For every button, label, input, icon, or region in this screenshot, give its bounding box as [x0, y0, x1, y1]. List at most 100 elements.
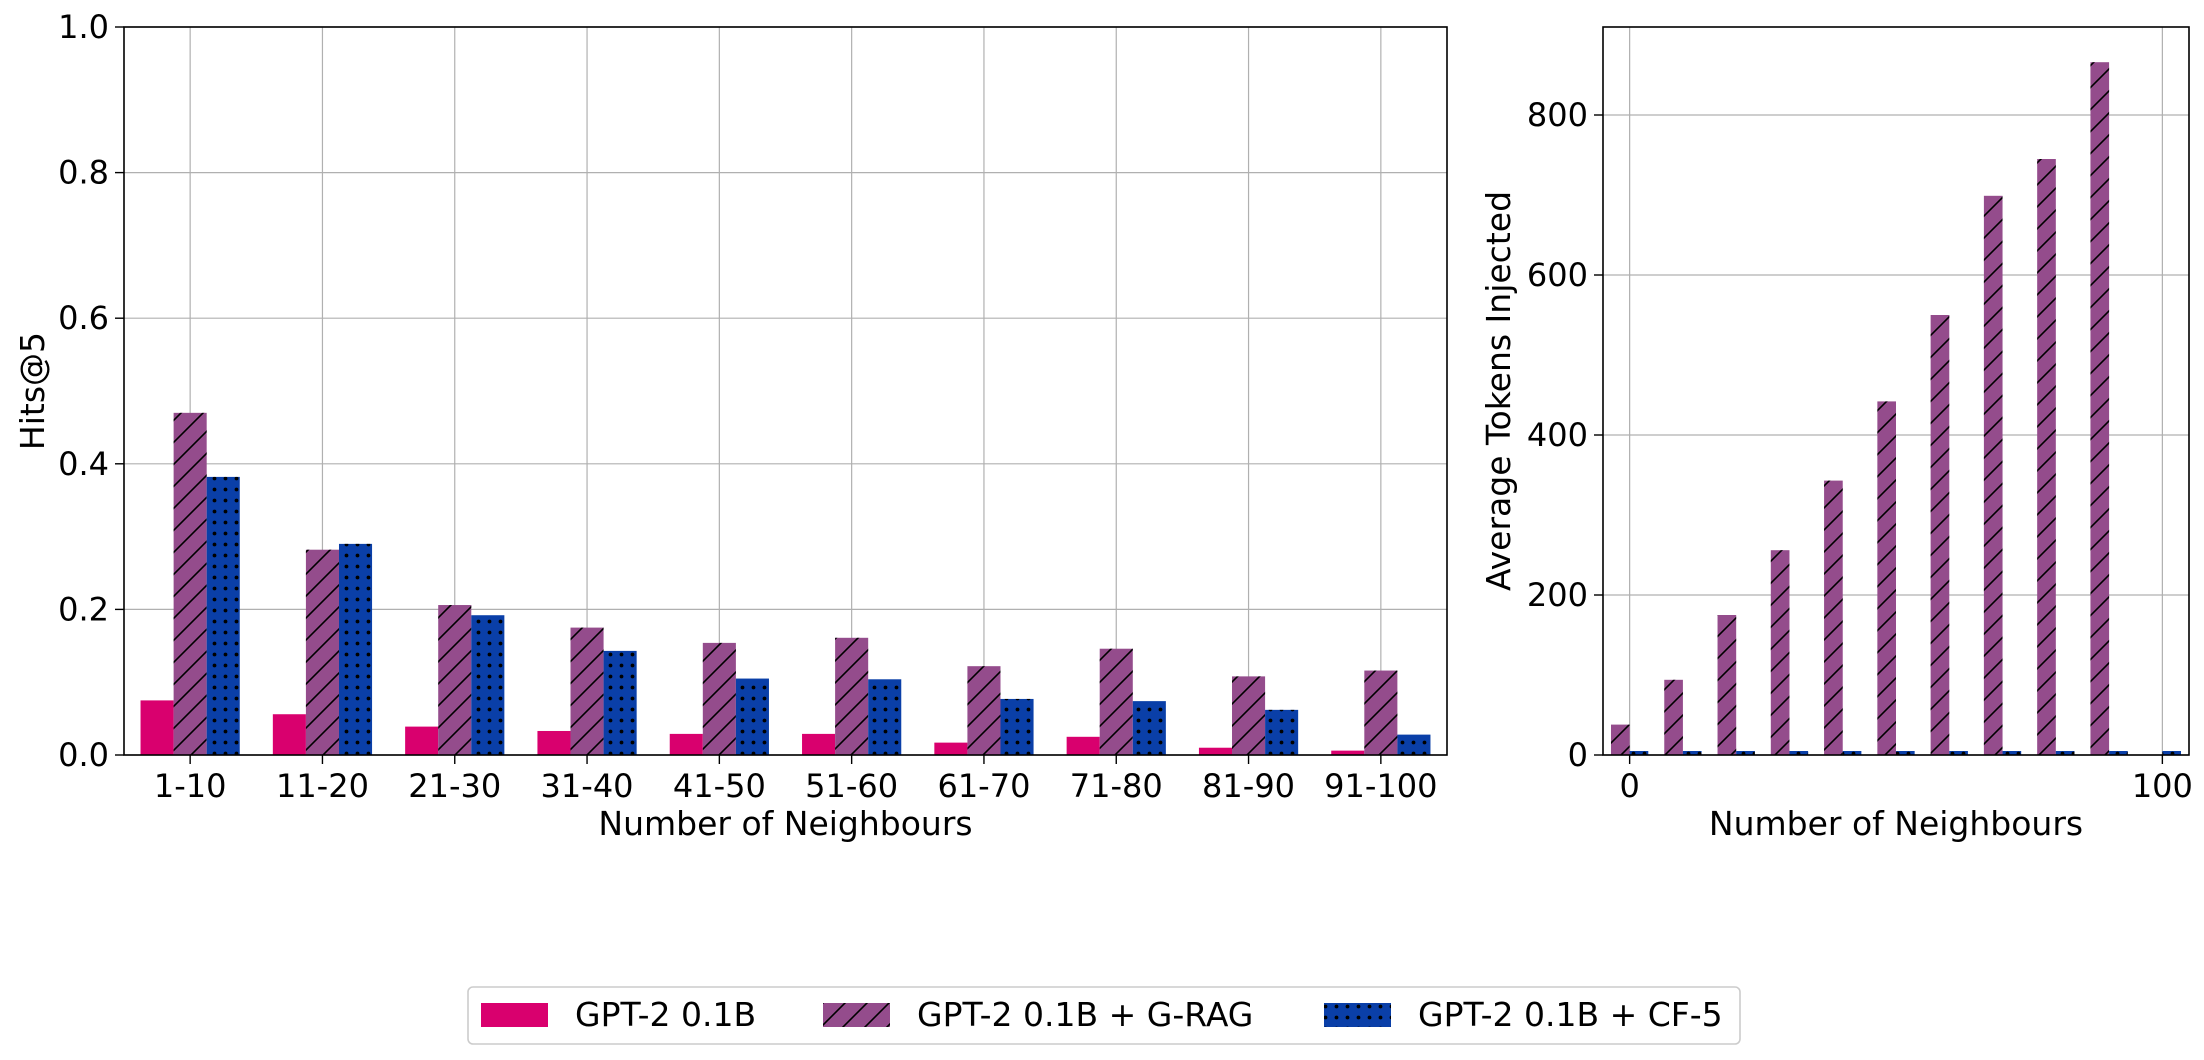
tokens-bar-s0-3-pattern	[1770, 550, 1790, 755]
tokens-y-tick-label: 0	[1568, 736, 1588, 774]
tokens-chart-frame	[1602, 26, 2190, 756]
hits-bar-s2-2-pattern	[471, 615, 505, 755]
hits-bar-s0-5	[802, 733, 836, 755]
tokens-bar-s1-6-pattern	[1949, 751, 1968, 755]
tokens-bar-s1-3-pattern	[1789, 751, 1809, 755]
hits-bar-s1-6-pattern	[967, 666, 1001, 755]
hits-y-tick-label: 0.2	[58, 590, 109, 628]
tokens-chart-x-label: Number of Neighbours	[1709, 804, 2083, 843]
legend: GPT-2 0.1B GPT-2 0.1B + G-RAG GPT-2 0.1B +…	[467, 986, 1741, 1045]
tokens-bar-s1-4-pattern	[1842, 751, 1862, 755]
tokens-bar-s0-0-pattern	[1610, 724, 1630, 755]
hits-x-tick-label: 1-10	[154, 767, 227, 805]
hits-y-tick-label: 0.6	[58, 299, 109, 337]
tokens-bar-s1-9-pattern	[2109, 751, 2128, 755]
tokens-bar-s1-8-pattern	[2055, 751, 2075, 755]
hits-x-tick-label: 91-100	[1324, 767, 1437, 805]
hits-bar-s2-7-pattern	[1132, 701, 1166, 755]
hits-bar-s1-3-pattern	[570, 627, 604, 755]
hits-y-tick-label: 0.0	[58, 736, 109, 774]
legend-box	[467, 986, 1741, 1045]
tokens-bar-s1-10-pattern	[2162, 751, 2182, 755]
tokens-bar-s0-5-pattern	[1877, 401, 1896, 755]
tokens-y-tick-label: 600	[1527, 256, 1588, 294]
hits-bar-s1-7-pattern	[1099, 648, 1133, 755]
hits-bar-s0-8	[1198, 747, 1233, 755]
hits-bar-s0-7	[1066, 736, 1100, 755]
hits-bar-s2-4-pattern	[735, 678, 769, 755]
hits-x-tick-label: 81-90	[1202, 767, 1295, 805]
hits-bar-s2-0-pattern	[206, 476, 240, 755]
hits-chart-bars	[140, 412, 1431, 755]
hits-bar-s2-6-pattern	[1000, 698, 1034, 755]
hits-x-tick-label: 71-80	[1070, 767, 1163, 805]
tokens-bar-s0-1-pattern	[1664, 679, 1683, 755]
hits-bar-s0-2	[405, 726, 439, 755]
hits-bar-s2-3-pattern	[603, 650, 637, 755]
hits-y-tick-label: 1.0	[58, 8, 109, 46]
tokens-chart-y-label: Average Tokens Injected	[1479, 191, 1518, 591]
hits-bar-s1-2-pattern	[438, 605, 472, 755]
hits-x-tick-label: 51-60	[805, 767, 898, 805]
hits-bar-s2-5-pattern	[868, 679, 902, 755]
legend-swatch-2-pattern	[1324, 1003, 1391, 1027]
tokens-y-tick-label: 400	[1527, 416, 1588, 454]
tokens-bar-s0-7-pattern	[1983, 195, 2003, 756]
tokens-bar-s1-1-pattern	[1682, 751, 1702, 755]
hits-bar-s1-1-pattern	[305, 549, 339, 755]
tokens-bar-s1-2-pattern	[1736, 751, 1755, 755]
hits-x-tick-label: 41-50	[673, 767, 766, 805]
hits-bar-s2-1-pattern	[338, 543, 373, 755]
hits-bar-s0-3	[537, 730, 571, 755]
tokens-bar-s1-7-pattern	[2002, 751, 2022, 755]
legend-swatch-1-pattern	[823, 1003, 890, 1027]
hits-chart-x-label: Number of Neighbours	[598, 804, 972, 843]
hits-chart: 0.0 0.2 0.4 0.6 0.8 1.0 1-10 11-20 21-30 31-40 41…	[13, 8, 1448, 843]
tokens-bar-s0-9-pattern	[2090, 62, 2110, 755]
hits-x-tick-label: 31-40	[541, 767, 634, 805]
hits-bar-s2-8-pattern	[1265, 709, 1299, 755]
hits-bar-s0-0	[140, 700, 174, 755]
tokens-chart-y-ticks: 0 200 400 600 800	[1527, 96, 1603, 774]
hits-bar-s0-4	[669, 733, 703, 755]
hits-bar-s1-8-pattern	[1232, 676, 1266, 755]
hits-bar-s1-4-pattern	[702, 642, 736, 755]
tokens-y-tick-label: 200	[1527, 576, 1588, 614]
hits-chart-frame	[123, 26, 1448, 756]
tokens-bar-s1-5-pattern	[1896, 751, 1915, 755]
legend-item: GPT-2 0.1B + CF-5	[1324, 995, 1723, 1034]
tokens-x-tick-label: 100	[2132, 767, 2193, 805]
tokens-x-tick-label: 0	[1619, 767, 1639, 805]
tokens-y-tick-label: 800	[1527, 96, 1588, 134]
hits-bar-s1-0-pattern	[173, 412, 207, 755]
hits-y-tick-label: 0.4	[58, 445, 109, 483]
hits-x-tick-label: 61-70	[937, 767, 1030, 805]
tokens-bar-s0-2-pattern	[1717, 615, 1737, 755]
legend-label: GPT-2 0.1B + CF-5	[1418, 995, 1723, 1034]
legend-label: GPT-2 0.1B + G-RAG	[917, 995, 1253, 1034]
legend-item: GPT-2 0.1B + G-RAG	[823, 995, 1253, 1034]
hits-bar-s2-9-pattern	[1397, 734, 1431, 755]
legend-swatch-0	[481, 1003, 548, 1027]
tokens-bar-s0-4-pattern	[1824, 480, 1843, 755]
hits-chart-y-ticks: 0.0 0.2 0.4 0.6 0.8 1.0	[58, 8, 124, 774]
legend-item: GPT-2 0.1B	[481, 995, 756, 1034]
tokens-chart-bars	[1610, 62, 2182, 756]
tokens-bar-s0-8-pattern	[2037, 159, 2056, 755]
hits-chart-y-label: Hits@5	[13, 332, 52, 450]
tokens-chart-x-ticks: 0 100	[1619, 755, 2193, 805]
hits-bar-s0-9	[1331, 750, 1365, 755]
hits-x-tick-label: 11-20	[276, 767, 369, 805]
hits-chart-x-ticks: 1-10 11-20 21-30 31-40 41-50 51-60 61-70 71-80 8…	[154, 755, 1438, 805]
tokens-bar-s0-6-pattern	[1930, 315, 1950, 755]
hits-x-tick-label: 21-30	[408, 767, 501, 805]
hits-bar-s0-1	[272, 714, 306, 755]
hits-bar-s1-5-pattern	[835, 637, 869, 755]
legend-label: GPT-2 0.1B	[575, 995, 756, 1034]
hits-bar-s1-9-pattern	[1364, 670, 1398, 755]
hits-bar-s0-6	[934, 742, 968, 755]
hits-y-tick-label: 0.8	[58, 154, 109, 192]
tokens-bar-s1-0-pattern	[1629, 751, 1649, 755]
